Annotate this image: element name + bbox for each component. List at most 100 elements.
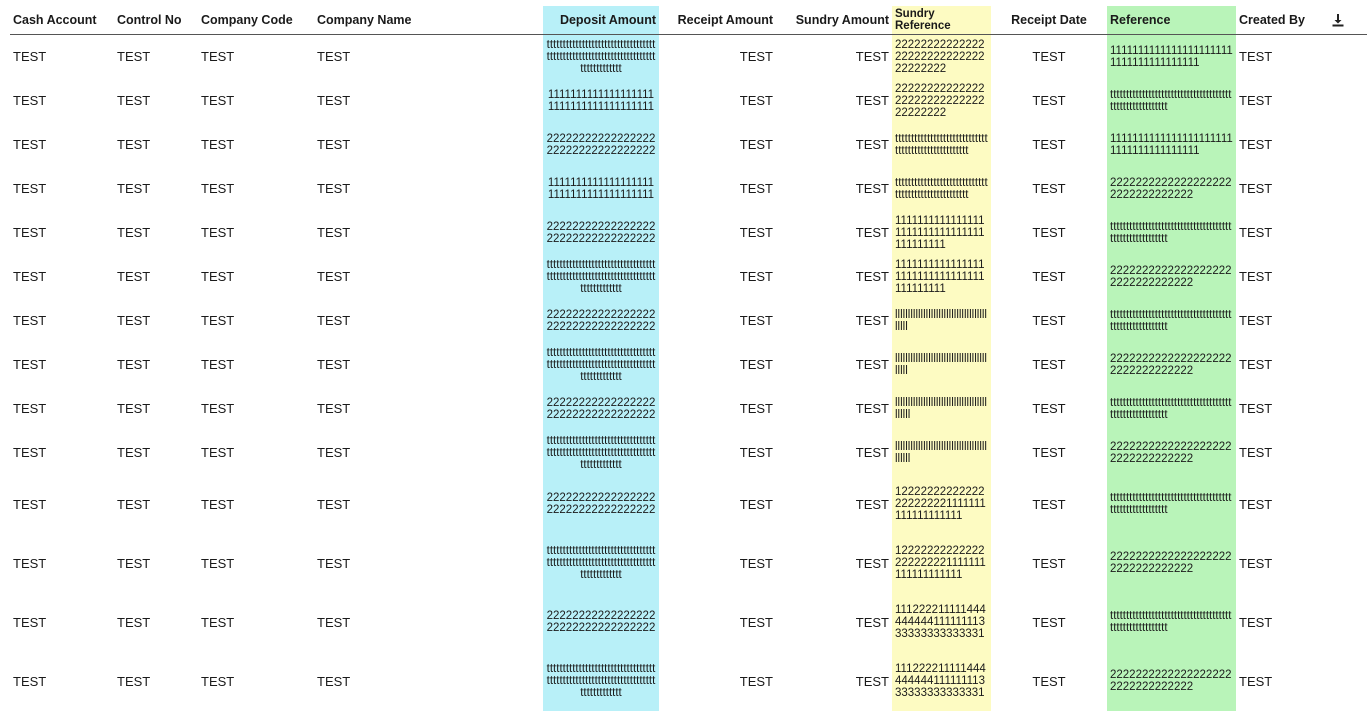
receipt-amount-cell: TEST xyxy=(739,445,773,460)
table-row[interactable]: TEST TEST TEST TEST tttttttttttttttttttttttt… xyxy=(10,430,1367,475)
column-header-sundry-reference[interactable]: Sundry Reference xyxy=(892,6,991,35)
table-row[interactable]: TEST TEST TEST TEST 222222222222222222222222… xyxy=(10,122,1367,167)
control-no-cell: TEST xyxy=(117,357,151,372)
download-button[interactable] xyxy=(1328,6,1367,35)
sundry-reference-cell: tttttttttttttttttttttttttttttttttttttttt… xyxy=(892,122,991,167)
sundry-amount-cell: TEST xyxy=(855,496,889,512)
receipt-date-cell: TEST xyxy=(1032,673,1066,689)
column-header-cash-account[interactable]: Cash Account xyxy=(10,6,114,35)
row-spacer-cell xyxy=(1328,123,1367,167)
sundry-amount-cell: TEST xyxy=(855,445,889,460)
created-by-cell: TEST xyxy=(1239,225,1273,240)
control-no-cell: TEST xyxy=(117,181,151,196)
receipt-amount-cell: TEST xyxy=(739,357,773,372)
table-row[interactable]: TEST TEST TEST TEST 222222222222222222222222… xyxy=(10,592,1367,652)
sundry-amount-cell: TEST xyxy=(855,673,889,689)
cash-account-cell: TEST xyxy=(13,445,47,460)
sundry-amount-cell: TEST xyxy=(855,225,889,240)
control-no-cell: TEST xyxy=(117,49,151,65)
reference-cell: 22222222222222222222222222222222 xyxy=(1107,166,1236,211)
company-name-cell: TEST xyxy=(317,555,351,571)
table-row[interactable]: TEST TEST TEST TEST 111111111111111111111111… xyxy=(10,78,1367,123)
table-row[interactable]: TEST TEST TEST TEST 222222222222222222222222… xyxy=(10,386,1367,431)
sundry-reference-cell: 1111111111111111111111111111111111111111… xyxy=(892,210,991,255)
table-row[interactable]: TEST TEST TEST TEST 222222222222222222222222… xyxy=(10,298,1367,343)
company-name-cell: TEST xyxy=(317,496,351,512)
column-header-deposit-amount[interactable]: Deposit Amount xyxy=(543,6,659,35)
receipt-amount-cell: TEST xyxy=(739,673,773,689)
column-header-receipt-date[interactable]: Receipt Date xyxy=(991,6,1107,35)
company-name-cell: TEST xyxy=(317,269,351,284)
receipts-table: Cash Account Control No Company Code Com… xyxy=(10,6,1367,711)
column-header-created-by[interactable]: Created By xyxy=(1236,6,1328,35)
company-code-cell: TEST xyxy=(201,614,235,630)
company-name-cell: TEST xyxy=(317,673,351,689)
row-spacer-cell xyxy=(1328,79,1367,123)
sundry-amount-cell: TEST xyxy=(855,269,889,284)
receipt-date-cell: TEST xyxy=(1032,49,1066,65)
deposit-amount-cell: tttttttttttttttttttttttttttttttttttttttt… xyxy=(543,651,659,711)
receipt-amount-cell: TEST xyxy=(739,401,773,416)
column-header-control-no[interactable]: Control No xyxy=(114,6,198,35)
receipt-date-cell: TEST xyxy=(1032,181,1066,196)
control-no-cell: TEST xyxy=(117,673,151,689)
company-name-cell: TEST xyxy=(317,225,351,240)
reference-cell: tttttttttttttttttttttttttttttttttttttttt… xyxy=(1107,474,1236,534)
column-header-reference[interactable]: Reference xyxy=(1107,6,1236,35)
created-by-cell: TEST xyxy=(1239,614,1273,630)
receipt-date-cell: TEST xyxy=(1032,313,1066,328)
deposit-amount-cell: tttttttttttttttttttttttttttttttttttttttt… xyxy=(543,254,659,299)
table-row[interactable]: TEST TEST TEST TEST tttttttttttttttttttttttt… xyxy=(10,342,1367,387)
row-spacer-cell xyxy=(1328,35,1367,79)
company-code-cell: TEST xyxy=(201,313,235,328)
reference-cell: tttttttttttttttttttttttttttttttttttttttt… xyxy=(1107,298,1236,343)
row-spacer-cell xyxy=(1328,211,1367,255)
column-header-receipt-amount[interactable]: Receipt Amount xyxy=(659,6,776,35)
deposit-amount-cell: 2222222222222222222222222222222222 xyxy=(543,122,659,167)
deposit-amount-cell: tttttttttttttttttttttttttttttttttttttttt… xyxy=(543,430,659,475)
receipt-amount-cell: TEST xyxy=(739,496,773,512)
column-header-company-code[interactable]: Company Code xyxy=(198,6,314,35)
column-header-company-name[interactable]: Company Name xyxy=(314,6,543,35)
sundry-reference-cell: 1112222111114444444441111111133333333333… xyxy=(892,592,991,652)
sundry-amount-cell: TEST xyxy=(855,313,889,328)
reference-cell: 11111111111111111111111111111111111111 xyxy=(1107,34,1236,79)
column-header-sundry-amount[interactable]: Sundry Amount xyxy=(776,6,892,35)
created-by-cell: TEST xyxy=(1239,93,1273,108)
company-code-cell: TEST xyxy=(201,225,235,240)
row-spacer-cell xyxy=(1328,431,1367,475)
sundry-amount-cell: TEST xyxy=(855,93,889,108)
table-row[interactable]: TEST TEST TEST TEST tttttttttttttttttttttttt… xyxy=(10,533,1367,593)
table-row[interactable]: TEST TEST TEST TEST 222222222222222222222222… xyxy=(10,210,1367,255)
control-no-cell: TEST xyxy=(117,269,151,284)
control-no-cell: TEST xyxy=(117,496,151,512)
created-by-cell: TEST xyxy=(1239,401,1273,416)
table-row[interactable]: TEST TEST TEST TEST 222222222222222222222222… xyxy=(10,474,1367,534)
table-row[interactable]: TEST TEST TEST TEST tttttttttttttttttttttttt… xyxy=(10,34,1367,79)
created-by-cell: TEST xyxy=(1239,269,1273,284)
company-name-cell: TEST xyxy=(317,614,351,630)
table-row[interactable]: TEST TEST TEST TEST 111111111111111111111111… xyxy=(10,166,1367,211)
cash-account-cell: TEST xyxy=(13,357,47,372)
cash-account-cell: TEST xyxy=(13,269,47,284)
receipt-date-cell: TEST xyxy=(1032,269,1066,284)
deposit-amount-cell: 11111111111111111111111111111111111111 xyxy=(543,78,659,123)
row-spacer-cell xyxy=(1328,299,1367,343)
sundry-amount-cell: TEST xyxy=(855,181,889,196)
sundry-reference-cell: llllllllllllllllllllllllllllllllllllllll… xyxy=(892,298,991,343)
receipt-amount-cell: TEST xyxy=(739,49,773,65)
download-icon[interactable] xyxy=(1331,13,1345,27)
control-no-cell: TEST xyxy=(117,225,151,240)
table-row[interactable]: TEST TEST TEST TEST tttttttttttttttttttttttt… xyxy=(10,651,1367,711)
sundry-reference-cell: 1222222222222222222222111111111111111111… xyxy=(892,474,991,534)
reference-cell: tttttttttttttttttttttttttttttttttttttttt… xyxy=(1107,386,1236,431)
company-name-cell: TEST xyxy=(317,49,351,65)
row-spacer-cell xyxy=(1328,255,1367,299)
table-row[interactable]: TEST TEST TEST TEST tttttttttttttttttttttttt… xyxy=(10,254,1367,299)
control-no-cell: TEST xyxy=(117,93,151,108)
sundry-reference-cell: 222222222222222222222222222222222222 xyxy=(892,78,991,123)
deposit-amount-cell: 2222222222222222222222222222222222 xyxy=(543,210,659,255)
reference-cell: tttttttttttttttttttttttttttttttttttttttt… xyxy=(1107,78,1236,123)
control-no-cell: TEST xyxy=(117,313,151,328)
